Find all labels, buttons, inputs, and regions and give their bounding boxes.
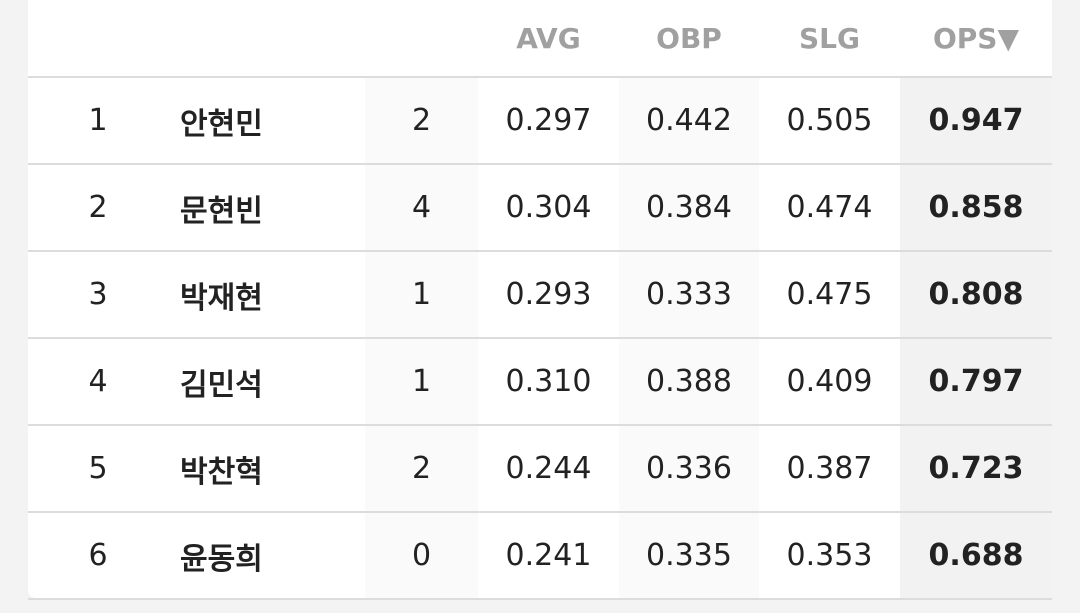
avg-cell: 0.241 xyxy=(478,512,619,600)
player-name-cell: 박재현 xyxy=(168,251,365,339)
obp-cell: 0.335 xyxy=(619,512,759,600)
table-row: 5 박찬혁 2 0.244 0.336 0.387 0.723 xyxy=(28,425,1052,513)
rank-cell: 5 xyxy=(28,425,168,513)
obp-cell: 0.442 xyxy=(619,77,759,165)
stats-table: AVG OBP SLG OPS▼ 1 안현민 2 0.297 0.442 0.505 0.947 2… xyxy=(28,0,1052,600)
header-cell xyxy=(365,0,478,78)
slg-cell: 0.387 xyxy=(759,425,900,513)
ops-cell: 0.858 xyxy=(900,164,1052,252)
player-name-cell: 김민석 xyxy=(168,338,365,426)
ops-cell: 0.947 xyxy=(900,77,1052,165)
obp-cell: 0.384 xyxy=(619,164,759,252)
table-row: 1 안현민 2 0.297 0.442 0.505 0.947 xyxy=(28,77,1052,165)
avg-cell: 0.310 xyxy=(478,338,619,426)
obp-cell: 0.388 xyxy=(619,338,759,426)
count-cell: 2 xyxy=(365,425,478,513)
count-cell: 0 xyxy=(365,512,478,600)
table-row: 6 윤동희 0 0.241 0.335 0.353 0.688 xyxy=(28,512,1052,600)
header-row: AVG OBP SLG OPS▼ xyxy=(28,0,1052,78)
player-name-cell: 윤동희 xyxy=(168,512,365,600)
slg-cell: 0.505 xyxy=(759,77,900,165)
player-name-cell: 박찬혁 xyxy=(168,425,365,513)
count-cell: 4 xyxy=(365,164,478,252)
rank-cell: 4 xyxy=(28,338,168,426)
count-cell: 1 xyxy=(365,338,478,426)
header-cell: SLG xyxy=(759,0,900,78)
ops-cell: 0.723 xyxy=(900,425,1052,513)
avg-cell: 0.297 xyxy=(478,77,619,165)
ops-cell: 0.688 xyxy=(900,512,1052,600)
ops-cell: 0.808 xyxy=(900,251,1052,339)
count-cell: 1 xyxy=(365,251,478,339)
avg-cell: 0.244 xyxy=(478,425,619,513)
table-row: 4 김민석 1 0.310 0.388 0.409 0.797 xyxy=(28,338,1052,426)
table-row: 3 박재현 1 0.293 0.333 0.475 0.808 xyxy=(28,251,1052,339)
count-cell: 2 xyxy=(365,77,478,165)
slg-cell: 0.353 xyxy=(759,512,900,600)
avg-cell: 0.304 xyxy=(478,164,619,252)
header-cell: OBP xyxy=(619,0,759,78)
obp-cell: 0.336 xyxy=(619,425,759,513)
ops-cell: 0.797 xyxy=(900,338,1052,426)
header-cell xyxy=(28,0,168,78)
rank-cell: 1 xyxy=(28,77,168,165)
slg-cell: 0.409 xyxy=(759,338,900,426)
rank-cell: 3 xyxy=(28,251,168,339)
stats-card: AVG OBP SLG OPS▼ 1 안현민 2 0.297 0.442 0.505 0.947 2… xyxy=(28,0,1052,600)
player-name-cell: 문현빈 xyxy=(168,164,365,252)
player-name-cell: 안현민 xyxy=(168,77,365,165)
header-cell: OPS▼ xyxy=(900,0,1052,78)
header-cell xyxy=(168,0,365,78)
slg-cell: 0.474 xyxy=(759,164,900,252)
avg-cell: 0.293 xyxy=(478,251,619,339)
rank-cell: 2 xyxy=(28,164,168,252)
table-row: 2 문현빈 4 0.304 0.384 0.474 0.858 xyxy=(28,164,1052,252)
header-cell: AVG xyxy=(478,0,619,78)
obp-cell: 0.333 xyxy=(619,251,759,339)
rank-cell: 6 xyxy=(28,512,168,600)
slg-cell: 0.475 xyxy=(759,251,900,339)
